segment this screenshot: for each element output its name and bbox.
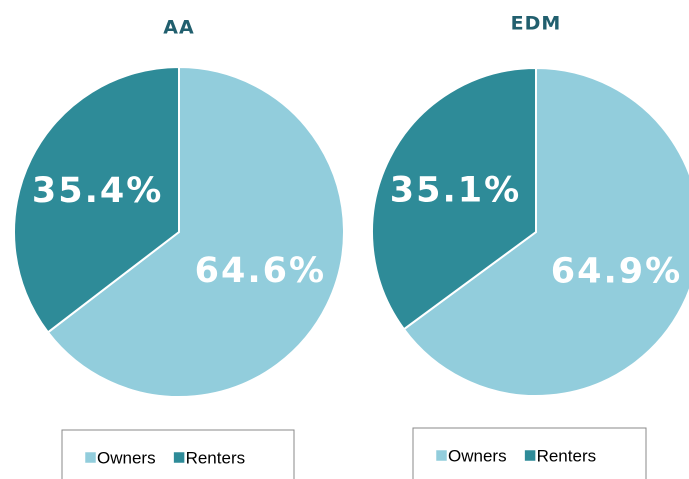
legend-label: Renters xyxy=(186,448,246,467)
data-label: 35.4% xyxy=(32,171,163,211)
pie-slice xyxy=(371,66,537,331)
data-label: 64.6% xyxy=(195,251,326,291)
data-label: 35.1% xyxy=(390,170,521,210)
data-label: 64.9% xyxy=(551,252,682,292)
pie-slice xyxy=(46,65,345,398)
pie-slice xyxy=(13,65,180,334)
legend-swatch xyxy=(524,449,536,462)
pie-slice xyxy=(402,66,689,397)
legend-label: Owners xyxy=(448,446,507,465)
chart-title: EDM xyxy=(511,13,562,35)
legend-swatch xyxy=(84,451,97,464)
chart-title: AA xyxy=(163,17,194,39)
legend-label: Renters xyxy=(537,446,597,465)
legend-swatch xyxy=(435,449,448,462)
legend-swatch xyxy=(173,451,185,464)
legend-label: Owners xyxy=(97,448,156,467)
